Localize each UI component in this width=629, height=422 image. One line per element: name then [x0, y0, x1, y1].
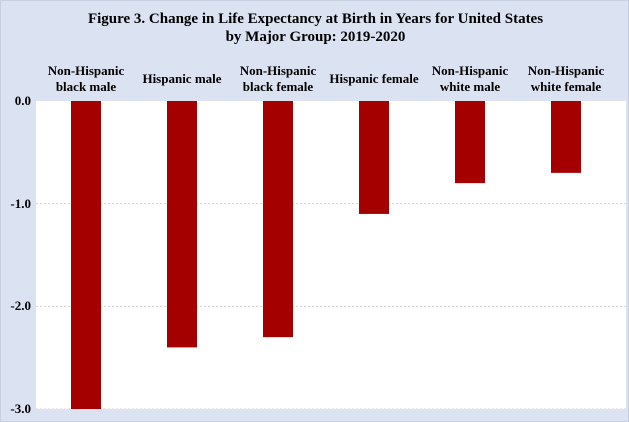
bar [455, 101, 485, 184]
category-label: Non-Hispanic black female [230, 63, 326, 95]
chart-svg [36, 101, 626, 409]
category-label-line: white male [439, 79, 501, 94]
category-label: Non-Hispanic black male [38, 63, 134, 95]
chart-title-line-2: by Major Group: 2019-2020 [225, 29, 406, 45]
category-label-line: black male [55, 79, 117, 94]
chart-title: Figure 3. Change in Life Expectancy at B… [1, 10, 629, 46]
bar [263, 101, 293, 338]
plot-area [36, 101, 626, 409]
category-label-line: Non-Hispanic [431, 63, 509, 78]
bar [551, 101, 581, 173]
category-label-line: Non-Hispanic [239, 63, 317, 78]
bar [71, 101, 101, 409]
category-label-line: Non-Hispanic [47, 63, 125, 78]
category-label-line: Hispanic female [329, 71, 419, 86]
category-label-line: Hispanic male [142, 71, 222, 86]
y-tick-label: -2.0 [10, 298, 31, 314]
bar [359, 101, 389, 214]
bar [167, 101, 197, 348]
y-tick-label: 0.0 [14, 93, 31, 108]
y-tick-label: -3.0 [10, 401, 31, 416]
y-tick-label: -1.0 [10, 195, 31, 211]
category-label-line: black female [242, 79, 314, 94]
category-label: Hispanic female [326, 63, 422, 95]
category-label: Non-Hispanic white female [518, 63, 614, 95]
category-label-line: white female [530, 79, 602, 94]
chart-title-line-1: Figure 3. Change in Life Expectancy at B… [87, 11, 544, 27]
category-label-line: Non-Hispanic [527, 63, 605, 78]
category-label: Non-Hispanic white male [422, 63, 518, 95]
category-label: Hispanic male [134, 63, 230, 95]
